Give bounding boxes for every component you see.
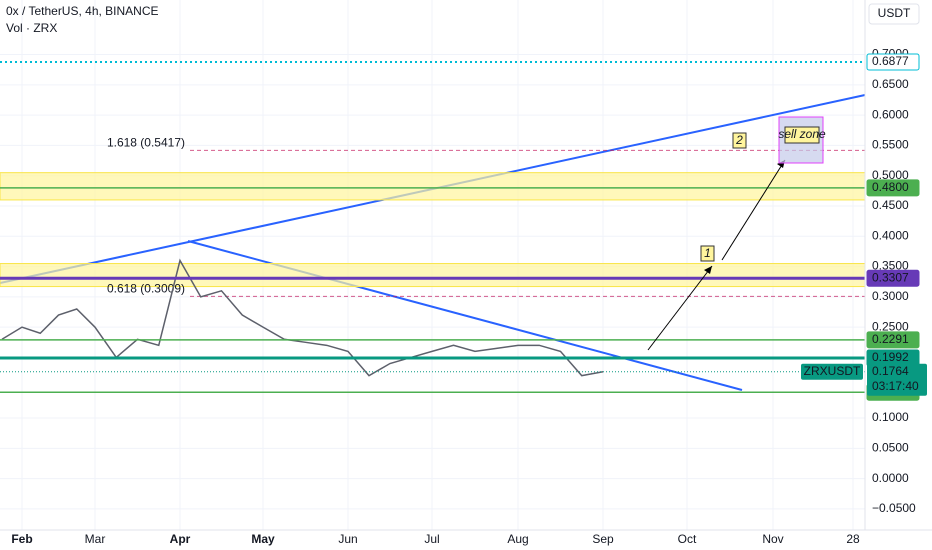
level-badge-label: 0.6877 [872,54,909,68]
last-price-badge [867,363,927,396]
note-box [732,132,747,149]
x-tick-label: Apr [170,532,191,546]
arrow-head [704,266,712,274]
step-label: 1 [704,246,711,260]
level-badge [866,179,920,197]
price-line [1,258,604,377]
x-tick-label: Oct [678,532,697,546]
currency-button[interactable] [868,3,920,25]
x-tick-label: Jul [424,532,439,546]
level-badge [866,53,920,71]
note-box [784,126,820,144]
x-tick-label: Mar [85,532,106,546]
y-tick-label: 0.1000 [872,410,909,424]
chart-subtitle: Vol · ZRX [6,21,57,35]
y-tick-label: 0.4500 [872,198,909,212]
last-price-label: 0.1764 [872,364,909,378]
y-tick-label: 0.3000 [872,289,909,303]
y-tick-label: −0.0500 [872,501,916,515]
y-tick-label: 0.6000 [872,107,909,121]
x-tick-label: May [251,532,275,546]
plot: 1.618 (0.5417) 0.618 (0.3009) [0,60,866,394]
currency[interactable]: USDT [878,6,911,20]
y-tick-label: 0.6500 [872,77,909,91]
x-tick-label: 28 [846,532,860,546]
y-tick-label: 0.4000 [872,228,909,242]
x-tick-label: Sep [592,532,614,546]
level-badge [866,269,920,287]
x-tick-label: Nov [762,532,783,546]
level-badge-label: 0.4800 [872,180,909,194]
level-badge-label: 0.2291 [872,332,909,346]
symbol-label: ZRXUSDT [804,364,861,378]
level-badge-label: 0.1992 [872,350,909,364]
level-band [0,172,866,201]
y-tick-label: 0.2500 [872,319,909,333]
y-tick-label: 0.0500 [872,441,909,455]
level-badge-label: 0.3307 [872,270,909,284]
chart-title: 0x / TetherUS, 4h, BINANCE [6,4,159,18]
x-tick-label: Feb [11,532,32,546]
sell-zone-label: sell zone [778,127,826,141]
note-box [700,245,715,262]
arrow [647,265,713,351]
level-badge [866,331,920,349]
y-tick-label: 0.5500 [872,138,909,152]
step-label: 2 [735,133,743,147]
axis-layer: 0.70000.65000.60000.55000.50000.45000.40… [11,47,927,546]
y-tick-label: 0.3500 [872,259,909,273]
arrow [721,159,786,261]
fib-label: 0.618 (0.3009) [107,281,185,295]
y-tick-label: 0.5000 [872,168,909,182]
symbol-badge [801,363,863,380]
x-tick-label: Aug [507,532,528,546]
countdown: 03:17:40 [872,379,919,393]
fib-label: 1.618 (0.5417) [107,136,185,150]
y-tick-label: 0.0000 [872,471,909,485]
x-tick-label: Jun [338,532,357,546]
